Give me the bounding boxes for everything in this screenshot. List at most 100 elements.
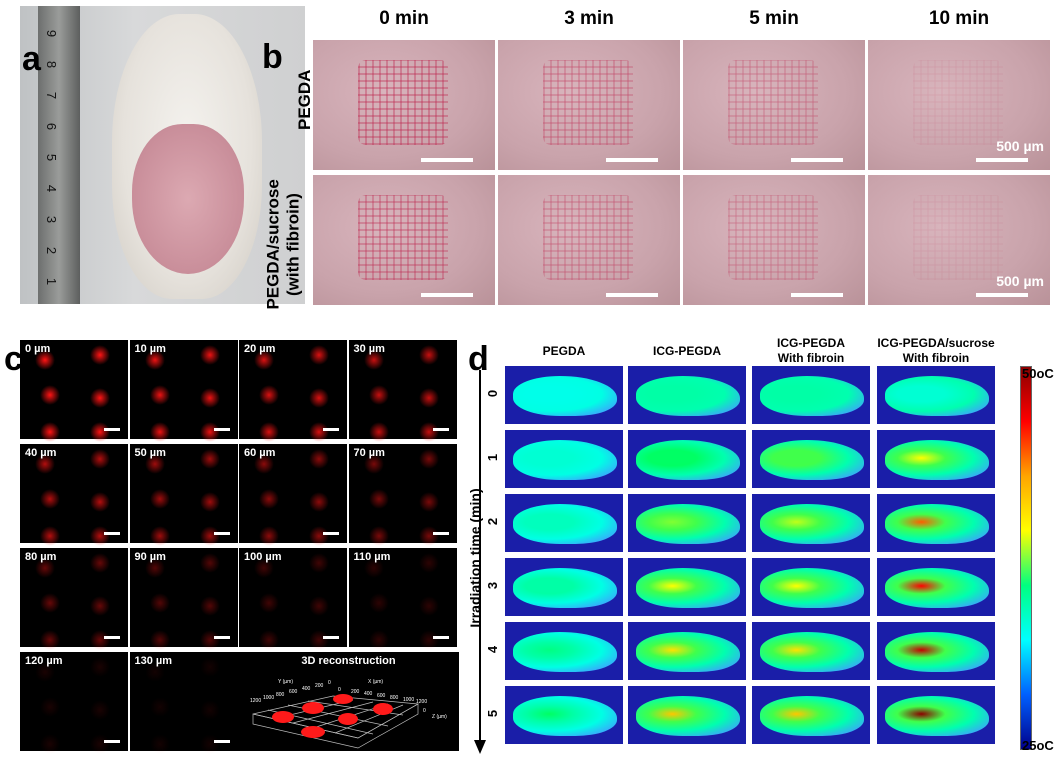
- thermal-image: [877, 494, 995, 552]
- panel-label-a: a: [22, 40, 41, 78]
- fluorescent-spot: [199, 492, 220, 512]
- thermal-image: [505, 622, 623, 680]
- thermal-image: [877, 430, 995, 488]
- fluorescent-spot: [368, 422, 389, 442]
- scale-bar: [323, 636, 339, 639]
- fluorescent-spot: [254, 454, 274, 474]
- fluorescent-spot: [35, 558, 55, 578]
- 3d-plot: [252, 694, 420, 749]
- scale-bar: [104, 532, 120, 535]
- fluorescent-spot: [418, 388, 439, 408]
- fluorescent-spot: [40, 630, 60, 650]
- fluorescent-spot: [368, 630, 389, 650]
- microneedle-patch: [728, 195, 818, 280]
- confocal-slice: 10 µm: [129, 340, 238, 442]
- thermal-image: [505, 430, 623, 488]
- fluorescent-spot: [309, 526, 329, 546]
- fluorescent-spot: [149, 489, 170, 509]
- fluorescent-spot: [40, 697, 60, 717]
- y-tick: 200: [315, 683, 324, 689]
- fluorescent-spot: [149, 697, 170, 717]
- mouse-thermal: [885, 568, 989, 608]
- y-tick: 0: [328, 680, 331, 686]
- fluorescent-spot: [363, 454, 384, 474]
- mouse-thermal: [636, 568, 740, 608]
- confocal-slice: 110 µm: [348, 548, 457, 650]
- mouse-thermal: [760, 504, 864, 544]
- skin-image: 500 µm: [868, 175, 1050, 305]
- mouse-photo: 9 8 7 6 5 4 3 2 1: [20, 6, 305, 304]
- fluorescent-spot: [199, 553, 220, 573]
- thermal-image: [505, 558, 623, 616]
- depth-label: 80 µm: [25, 551, 57, 563]
- microneedle-patch: [543, 60, 633, 145]
- thermal-image: [752, 366, 870, 424]
- mouse-thermal: [513, 568, 617, 608]
- fluorescent-spot: [149, 385, 170, 405]
- fluorescent-spot: [259, 489, 279, 509]
- microneedle-patch: [913, 195, 1003, 280]
- mouse-thermal: [760, 632, 864, 672]
- z-axis-label: Z (µm): [432, 714, 447, 720]
- fluorescent-spot: [90, 526, 110, 546]
- mouse-thermal: [760, 696, 864, 736]
- thermal-image: [752, 558, 870, 616]
- column-header: 10 min: [928, 8, 990, 29]
- mouse-thermal: [636, 376, 740, 416]
- scale-bar: [104, 428, 120, 431]
- ruler-mark: 7: [44, 91, 60, 100]
- fluorescent-spot: [199, 422, 220, 442]
- fluorescent-spot: [90, 657, 110, 677]
- z-tick: 0: [423, 708, 426, 714]
- ruler-mark: 1: [44, 277, 60, 286]
- thermal-image: [628, 366, 746, 424]
- fluorescent-spot: [363, 558, 384, 578]
- 3d-reconstruction: 3D reconstruction Y (µm) X (µm) Z (µm) 0…: [238, 652, 459, 751]
- confocal-slice: 40 µm: [20, 444, 128, 546]
- ruler-mark: 6: [44, 122, 60, 131]
- fluorescent-spot: [309, 345, 329, 365]
- mouse-thermal: [760, 440, 864, 480]
- thermal-image: [505, 686, 623, 744]
- mouse-thermal: [513, 504, 617, 544]
- scale-bar: [213, 740, 230, 743]
- fluorescent-spot: [199, 700, 220, 720]
- fluorescent-spot: [90, 345, 110, 365]
- scale-bar: [432, 428, 449, 431]
- fluorescent-spot: [418, 449, 439, 469]
- fluorescent-spot: [144, 350, 165, 370]
- fluorescent-spot: [368, 593, 389, 613]
- depth-label: 130 µm: [134, 655, 173, 667]
- skin-image: [683, 40, 865, 170]
- confocal-slice: 90 µm: [129, 548, 238, 650]
- y-tick: 600: [289, 689, 298, 695]
- thermal-image: [877, 686, 995, 744]
- row-label-line: (with fibroin): [283, 193, 302, 297]
- fluorescent-spot: [199, 734, 220, 754]
- y-axis-label: Y (µm): [278, 679, 294, 685]
- ruler-mark: 9: [44, 29, 60, 38]
- mouse-thermal: [513, 632, 617, 672]
- time-axis-label: Irradiation time (min): [467, 488, 483, 628]
- scale-bar: [104, 636, 120, 639]
- microneedle-patch: [913, 60, 1003, 145]
- scale-bar: [421, 158, 473, 162]
- confocal-slice: 70 µm: [348, 444, 457, 546]
- fluorescent-spot: [40, 385, 60, 405]
- fluorescent-spot: [90, 492, 110, 512]
- mouse-thermal: [885, 440, 989, 480]
- column-header: 0 min: [379, 8, 429, 29]
- depth-label: 60 µm: [244, 447, 276, 459]
- fluorescent-spot: [363, 350, 384, 370]
- scale-bar: [421, 293, 473, 297]
- fluorescent-spot: [418, 526, 439, 546]
- fluorescent-spot: [35, 662, 55, 682]
- column-header: ICG-PEGDA: [622, 344, 752, 359]
- fluorescent-spot: [309, 388, 329, 408]
- thermal-image: [752, 622, 870, 680]
- mouse-thermal: [760, 568, 864, 608]
- fluorescent-spot: [418, 596, 439, 616]
- mouse-thermal: [513, 696, 617, 736]
- scale-bar: [213, 532, 230, 535]
- depth-label: 20 µm: [244, 343, 276, 355]
